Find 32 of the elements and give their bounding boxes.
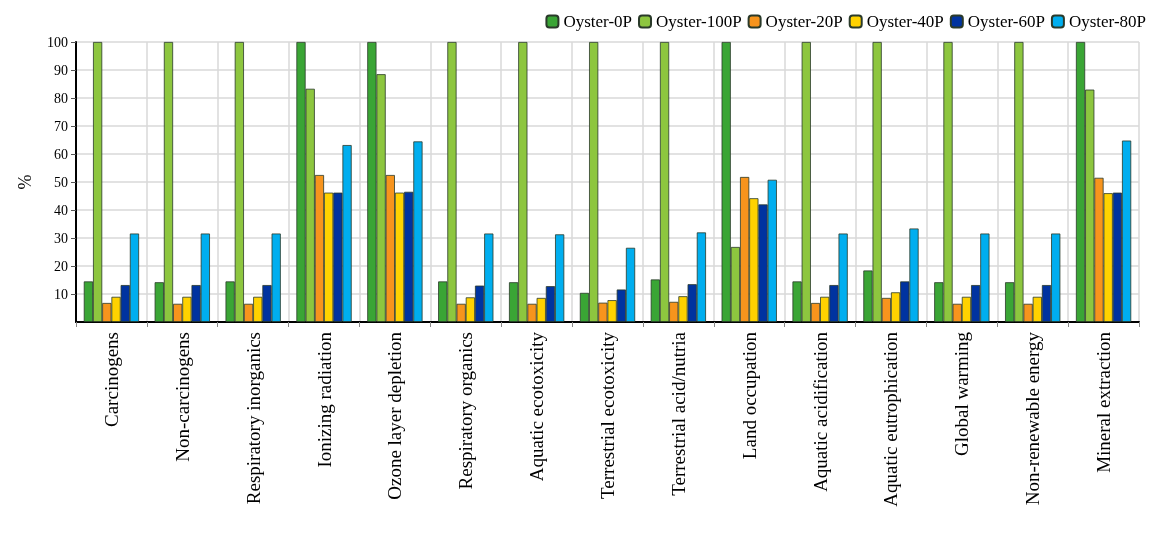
- legend-label: Oyster-20P: [765, 12, 843, 31]
- x-tick-label: Non-renewable energy: [1022, 331, 1044, 506]
- x-tick-label: Ionizing radiation: [313, 331, 335, 468]
- y-tick-label: 100: [47, 34, 68, 50]
- x-tick-label: Ozone layer depletion: [384, 331, 406, 500]
- legend-label: Oyster-0P: [563, 12, 633, 31]
- x-tick-label: Carcinogens: [100, 332, 122, 427]
- legend-label: Oyster-60P: [967, 12, 1045, 31]
- x-tick-label: Global warming: [951, 331, 973, 457]
- y-tick-label: 30: [54, 230, 68, 246]
- x-tick-label: Mineral extraction: [1093, 331, 1115, 473]
- x-tick-label: Aquatic eutrophication: [880, 331, 902, 507]
- y-tick-label: 40: [54, 202, 68, 218]
- legend-label: Oyster-40P: [866, 12, 944, 31]
- legend-label: Oyster-80P: [1068, 12, 1147, 31]
- x-tick-label: Respiratory inorganics: [242, 332, 264, 505]
- x-tick-label: Aquatic acidification: [809, 331, 831, 492]
- x-tick-label: Terrestrial ecotoxicity: [597, 331, 618, 499]
- y-tick-label: 70: [54, 118, 68, 134]
- y-tick-label: 20: [54, 258, 68, 274]
- x-tick-label: Non-carcinogens: [171, 332, 193, 462]
- x-tick-label: Aquatic ecotoxicity: [526, 331, 548, 482]
- y-tick-label: 90: [54, 62, 68, 78]
- y-tick-label: 10: [54, 286, 68, 302]
- y-tick-label: 80: [54, 90, 68, 106]
- x-tick-label: Terrestrial acid/nutria: [667, 331, 689, 496]
- x-tick-label: Respiratory organics: [455, 332, 477, 490]
- x-tick-label: Land occupation: [738, 331, 760, 460]
- y-axis-title: %: [15, 174, 35, 190]
- y-tick-label: 50: [54, 174, 68, 190]
- y-tick-label: 60: [54, 146, 68, 162]
- legend-label: Oyster-100P: [656, 12, 742, 31]
